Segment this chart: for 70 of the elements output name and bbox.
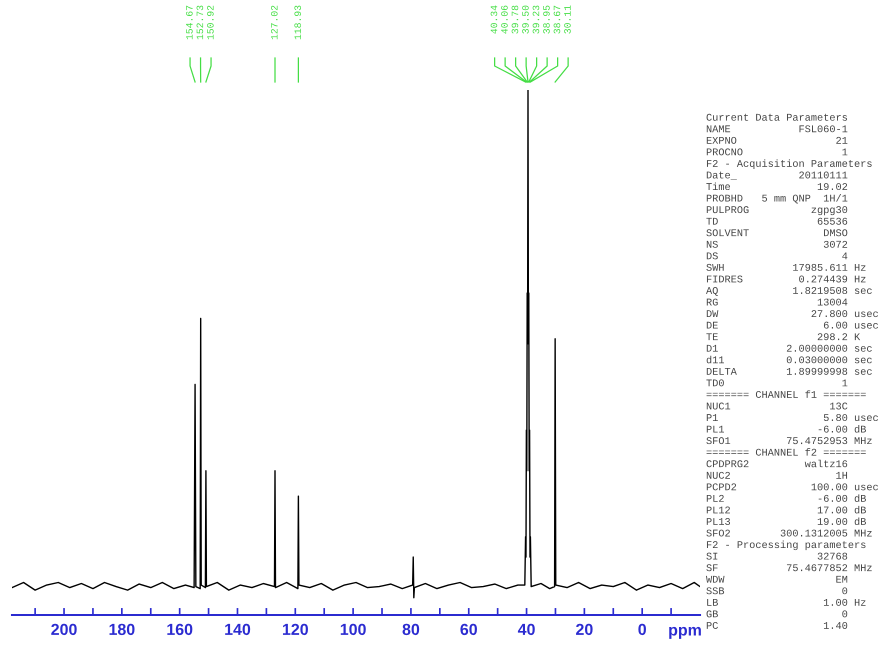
x-tick-label: 160 xyxy=(167,624,192,636)
text: 152.73 xyxy=(196,6,204,40)
text: DELTA 1.89999998 sec xyxy=(706,368,872,375)
text: PCPD2 100.00 usec xyxy=(706,483,878,490)
text: PC 1.40 xyxy=(706,622,848,629)
text: NUC2 1H xyxy=(706,472,848,479)
x-tick-label: 200 xyxy=(51,624,77,636)
text: TE 298.2 K xyxy=(706,333,860,340)
text: P1 5.80 usec xyxy=(706,414,878,422)
text: TD0 1 xyxy=(706,379,848,386)
text: 38.95 xyxy=(543,6,550,34)
text: Date_ 20110111 xyxy=(706,172,848,180)
text: SFO1 75.4752953 MHz xyxy=(706,437,872,444)
text: Time 19.02 xyxy=(706,182,848,190)
text: CPDPRG2 waltz16 xyxy=(706,460,848,468)
text: 30.11 xyxy=(564,5,571,34)
text: D1 2.00000000 sec xyxy=(706,344,872,352)
text: 154.67 xyxy=(186,6,193,40)
text: PULPROG zgpg30 xyxy=(706,206,848,216)
text: EXPNO 21 xyxy=(706,136,848,144)
text: 39.78 xyxy=(512,6,518,34)
x-tick-label: 40 xyxy=(518,624,535,636)
x-axis-title: ppm xyxy=(669,626,701,639)
text: GB 0 xyxy=(706,610,848,618)
text: SWH 17985.611 Hz xyxy=(706,264,866,271)
text: SF 75.4677852 MHz xyxy=(706,564,872,572)
text: WDW EM xyxy=(706,576,848,583)
x-tick-label: 120 xyxy=(282,624,308,636)
x-tick-label: 60 xyxy=(460,624,477,636)
text: NS 3072 xyxy=(706,240,848,248)
text: 127.02 xyxy=(271,6,278,40)
text: DW 27.800 usec xyxy=(706,310,878,318)
text: TD 65536 xyxy=(706,218,848,225)
text: PL2 -6.00 dB xyxy=(706,494,866,502)
text: Current Data Parameters xyxy=(706,114,848,121)
text: NUC1 13C xyxy=(706,402,848,410)
text: 38.67 xyxy=(554,6,560,34)
text: PROBHD 5 mm QNP 1H/1 xyxy=(706,194,848,204)
x-tick-label: 100 xyxy=(340,624,366,636)
text: DS 4 xyxy=(706,252,848,260)
text: LB 1.00 Hz xyxy=(707,598,866,606)
x-tick-label: 180 xyxy=(110,624,135,636)
text: ======= CHANNEL f2 ======= xyxy=(706,448,866,456)
text: F2 - Processing parameters xyxy=(706,540,866,550)
text: PL1 -6.00 dB xyxy=(706,425,866,433)
text: PL13 19.00 dB xyxy=(706,517,866,526)
text: d11 0.03000000 sec xyxy=(706,356,872,364)
text: F2 - Acquisition Parameters xyxy=(706,159,872,169)
text: 40.34 xyxy=(490,5,498,34)
text: 39.23 xyxy=(532,6,540,34)
text: AQ 1.8219508 sec xyxy=(706,287,872,296)
text: 150.92 xyxy=(207,6,214,40)
x-tick-label: 20 xyxy=(576,624,593,636)
text: 40.06 xyxy=(501,6,508,34)
text: ======= CHANNEL f1 ======= xyxy=(706,390,866,398)
x-tick-label: 80 xyxy=(402,624,420,636)
text: SI 32768 xyxy=(706,552,848,560)
text: 118.93 xyxy=(294,6,301,40)
text: FIDRES 0.274439 Hz xyxy=(706,275,866,282)
x-tick-label: 0 xyxy=(638,624,646,636)
text: SFO2 300.1312005 MHz xyxy=(706,530,872,537)
text: PL12 17.00 dB xyxy=(706,506,866,514)
text: SOLVENT DMSO xyxy=(706,229,848,236)
text: RG 13004 xyxy=(706,298,848,306)
text: PROCNO 1 xyxy=(706,148,848,156)
text: DE 6.00 usec xyxy=(706,322,878,329)
text: SSB 0 xyxy=(706,587,848,594)
text: 39.50 xyxy=(522,6,529,34)
text: NAME FSL060-1 xyxy=(706,125,848,132)
x-tick-label: 140 xyxy=(225,624,250,636)
